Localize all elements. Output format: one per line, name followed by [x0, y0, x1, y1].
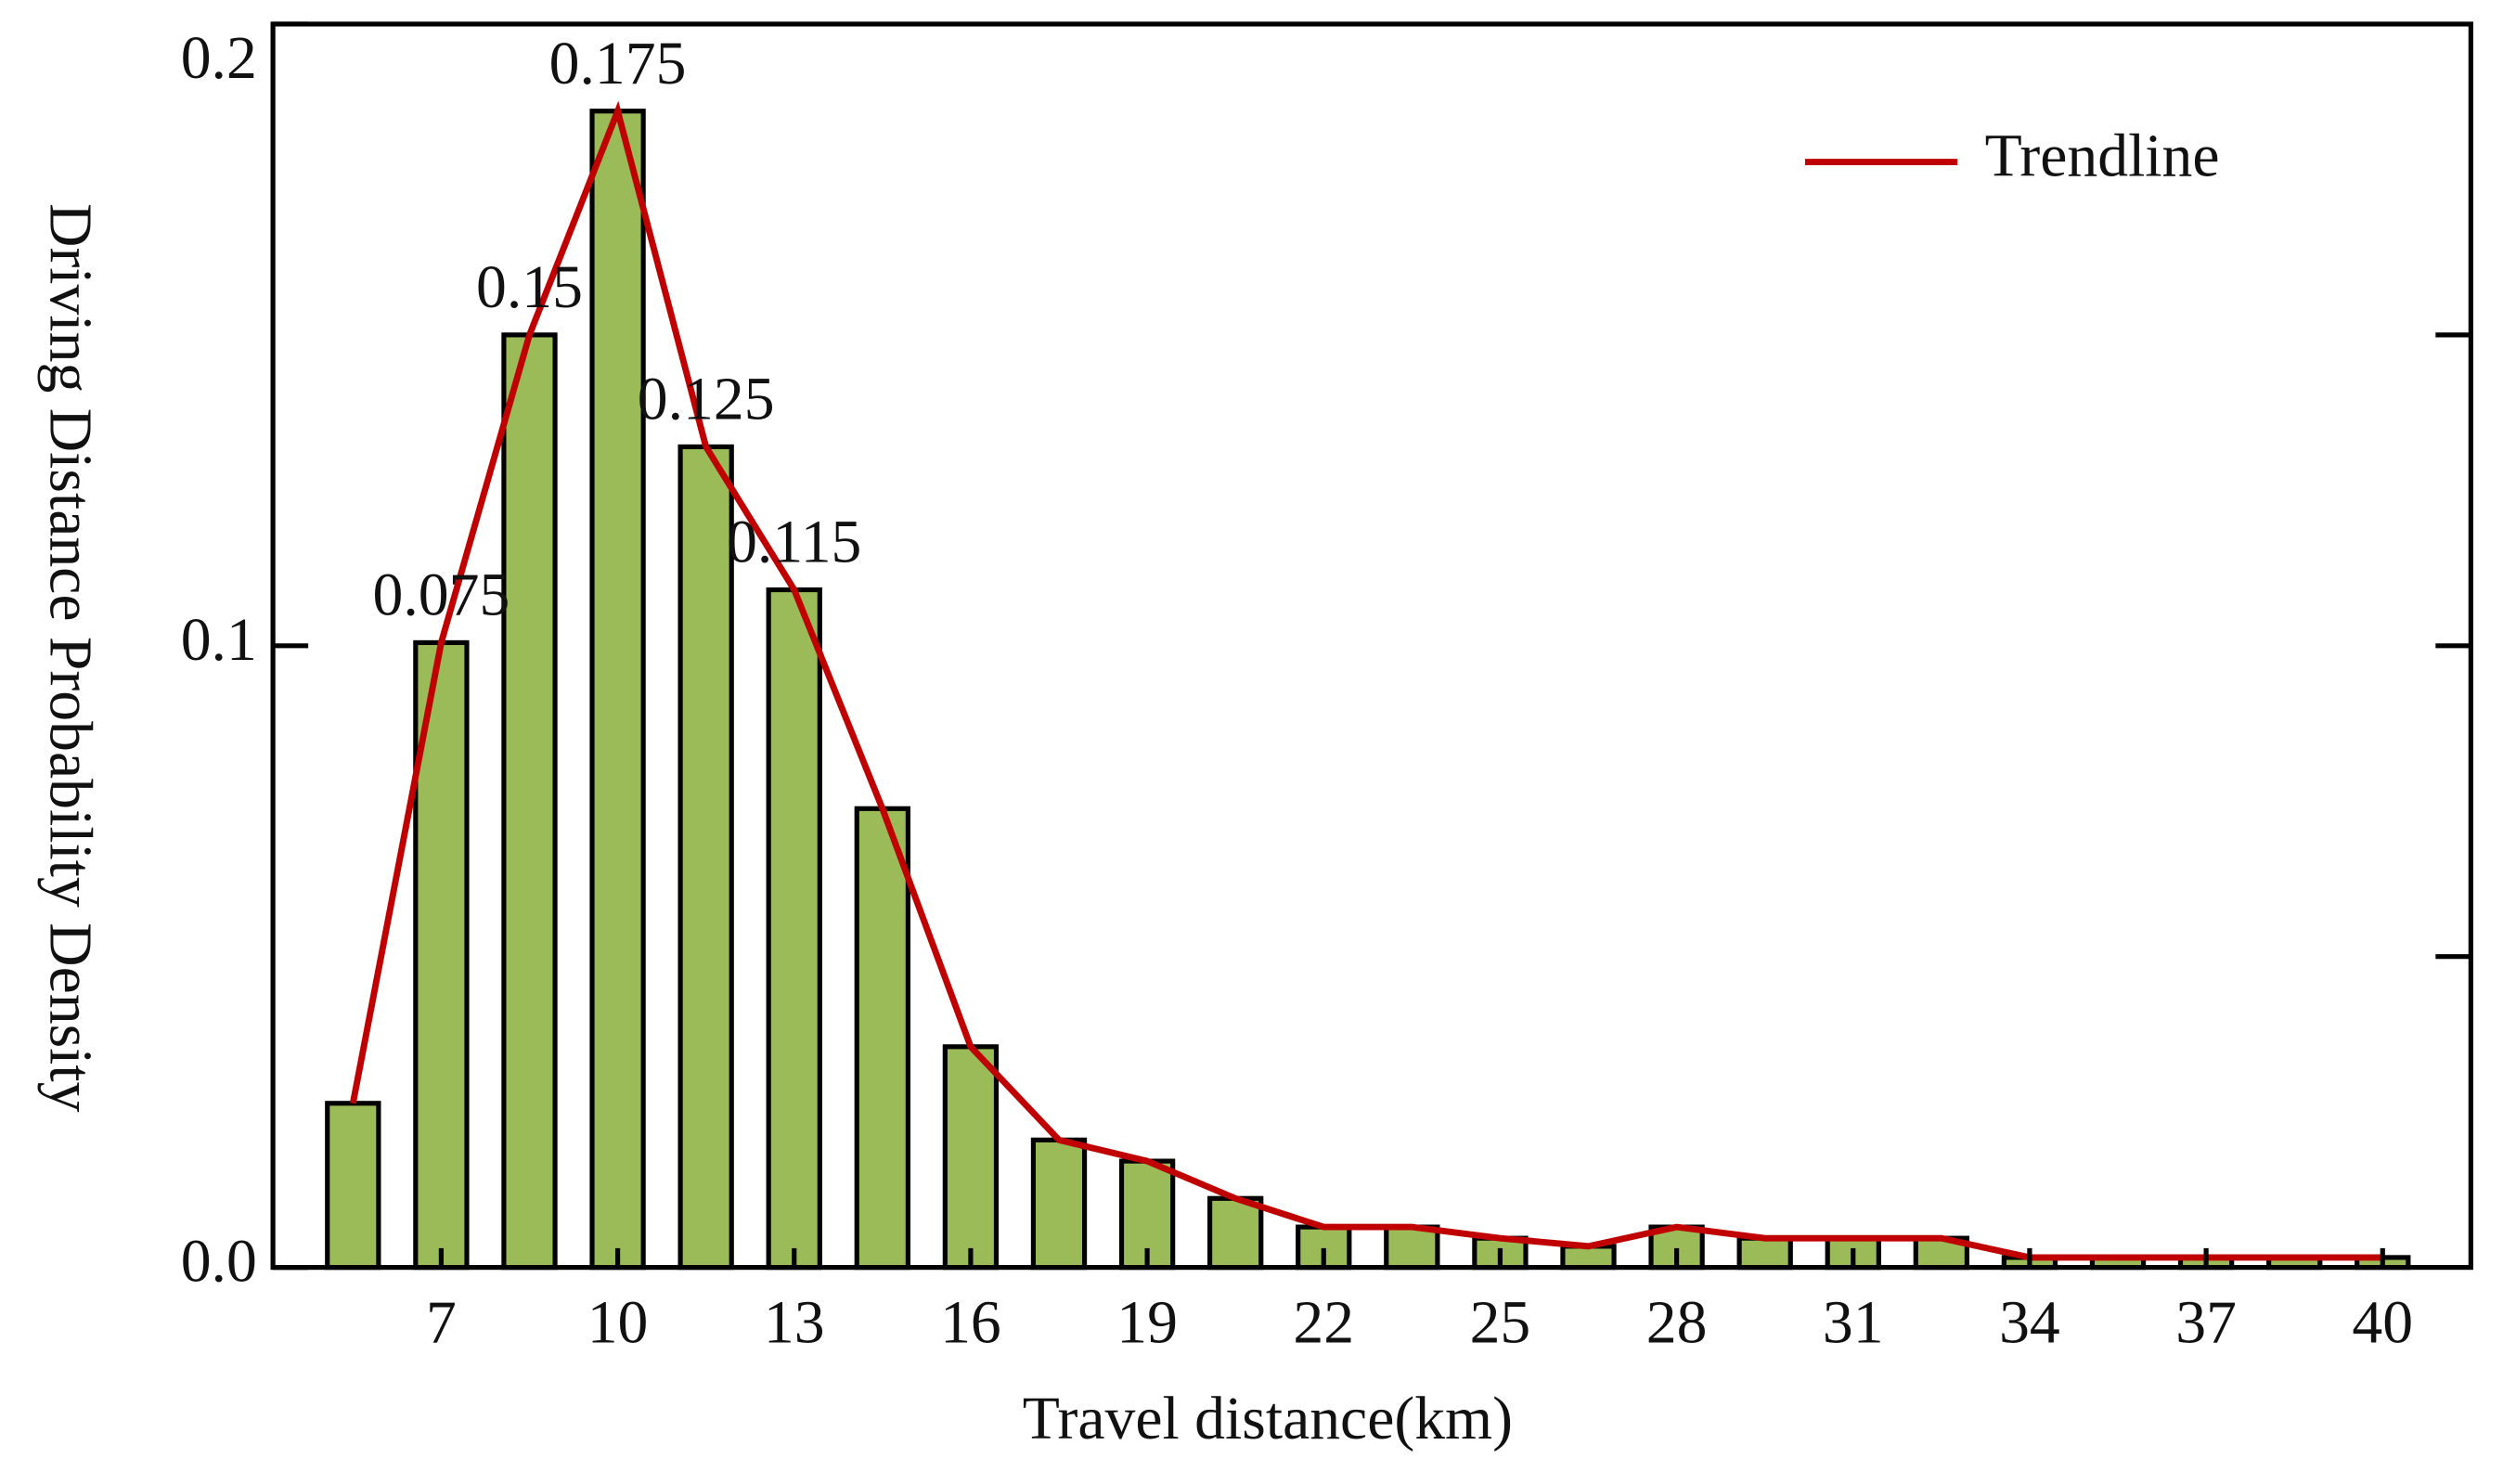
x-tick-label: 7: [426, 1288, 457, 1356]
bar: [1030, 1137, 1088, 1271]
annotation: 0.125: [638, 366, 775, 433]
x-tick-label: 10: [587, 1288, 649, 1356]
annotation: 0.115: [727, 509, 861, 576]
bar: [677, 444, 734, 1271]
annotation: 0.075: [373, 561, 510, 629]
x-tick-label: 31: [1823, 1288, 1884, 1356]
bar: [1384, 1224, 1440, 1271]
x-tick-label: 16: [940, 1288, 1001, 1356]
x-tick-label: 40: [2352, 1288, 2413, 1356]
x-tick-label: 28: [1646, 1288, 1708, 1356]
x-tick-label: 13: [764, 1288, 825, 1356]
annotation: 0.15: [476, 253, 583, 321]
x-axis-label: Travel distance(km): [1023, 1385, 1513, 1452]
bar: [589, 109, 646, 1271]
bar: [942, 1044, 1000, 1271]
x-tick-label: 37: [2175, 1288, 2237, 1356]
y-tick-label: 0.1: [181, 606, 257, 674]
y-tick-label: 0.2: [181, 24, 257, 92]
bar: [1207, 1195, 1264, 1271]
x-tick-label: 34: [1999, 1288, 2060, 1356]
bar: [1736, 1235, 1793, 1271]
y-tick-label: 0.0: [181, 1228, 257, 1296]
bar: [854, 806, 910, 1271]
bar: [325, 1101, 381, 1271]
trendline: [349, 100, 2383, 1261]
y-axis-label: Driving Distance Probability Density: [36, 203, 104, 1113]
legend-label: Trendline: [1985, 123, 2220, 190]
x-tick-label: 19: [1116, 1288, 1178, 1356]
x-tick-label: 25: [1470, 1288, 1531, 1356]
x-tick-label: 22: [1293, 1288, 1354, 1356]
bar: [766, 587, 822, 1271]
annotation: 0.175: [549, 30, 687, 97]
bar: [501, 332, 558, 1271]
